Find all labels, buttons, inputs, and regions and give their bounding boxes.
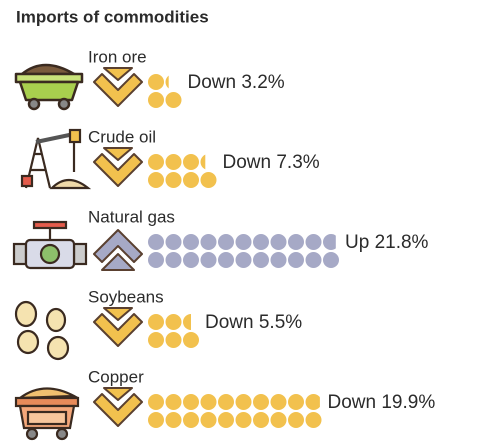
dot: [306, 412, 322, 428]
dot: [323, 252, 339, 268]
value-label: Down 3.2%: [188, 72, 285, 93]
arrow-part: [104, 308, 132, 320]
icon-natural-gas: [14, 222, 86, 268]
icon-crude-oil: [22, 130, 88, 188]
dot: [271, 252, 287, 268]
chart: Imports of commodities Iron ore Down 3.2%…: [0, 0, 479, 444]
dot: [148, 412, 164, 428]
dot: [253, 234, 269, 250]
dot: [183, 394, 199, 410]
down-arrow: [94, 148, 142, 186]
dot-group: [148, 74, 182, 108]
dot: [253, 412, 269, 428]
dot: [183, 412, 199, 428]
dot: [166, 412, 182, 428]
dot: [166, 154, 182, 170]
value-label: Down 5.5%: [205, 312, 302, 333]
dot: [218, 412, 234, 428]
dot: [183, 172, 199, 188]
dot: [148, 172, 164, 188]
partial-dot: [183, 314, 199, 330]
dot: [166, 172, 182, 188]
dot: [166, 252, 182, 268]
chart-title: Imports of commodities: [16, 7, 209, 26]
dot: [148, 92, 164, 108]
dot: [236, 234, 252, 250]
dot: [201, 172, 217, 188]
icon-copper: [16, 388, 78, 439]
dot: [183, 252, 199, 268]
dot: [271, 234, 287, 250]
dot: [148, 314, 164, 330]
down-arrow: [94, 388, 142, 426]
dot: [201, 252, 217, 268]
category-label: Crude oil: [88, 127, 156, 146]
category-label: Soybeans: [88, 287, 164, 306]
dot: [166, 92, 182, 108]
partial-dot: [201, 154, 217, 170]
partial-dot: [306, 394, 322, 410]
dot: [148, 74, 164, 90]
partial-dot: [166, 74, 182, 90]
page: {"chart_data": {"type": "pictograph", "t…: [0, 0, 479, 444]
category-label: Natural gas: [88, 207, 175, 226]
down-arrow: [94, 68, 142, 106]
icon-iron-ore: [16, 65, 82, 109]
dot: [148, 154, 164, 170]
dot: [148, 234, 164, 250]
down-arrow: [94, 308, 142, 346]
dot: [288, 394, 304, 410]
dot: [201, 234, 217, 250]
dot: [253, 394, 269, 410]
dot: [271, 394, 287, 410]
dot: [166, 394, 182, 410]
dot: [183, 332, 199, 348]
arrow-part: [104, 148, 132, 160]
category-label: Iron ore: [88, 47, 147, 66]
dot: [288, 412, 304, 428]
dot: [306, 234, 322, 250]
partial-dot: [323, 234, 339, 250]
value-label: Up 21.8%: [345, 232, 429, 253]
dot-group: [148, 154, 217, 188]
dot: [183, 234, 199, 250]
dot: [218, 394, 234, 410]
dot: [148, 332, 164, 348]
dot: [288, 252, 304, 268]
dot: [306, 252, 322, 268]
dot: [288, 234, 304, 250]
arrow-part: [104, 68, 132, 80]
dot: [236, 394, 252, 410]
value-label: Down 19.9%: [328, 392, 436, 413]
dot-group: [148, 394, 322, 428]
dot: [166, 234, 182, 250]
dot: [201, 394, 217, 410]
dot: [218, 252, 234, 268]
dot-group: [148, 234, 339, 268]
dot: [236, 252, 252, 268]
dot: [183, 154, 199, 170]
dot: [148, 252, 164, 268]
dot: [253, 252, 269, 268]
dot: [271, 412, 287, 428]
dot: [166, 314, 182, 330]
dot: [166, 332, 182, 348]
dot: [148, 394, 164, 410]
icon-soybeans: [16, 302, 68, 359]
dot: [218, 234, 234, 250]
dot: [236, 412, 252, 428]
arrow-part: [104, 388, 132, 400]
value-label: Down 7.3%: [223, 152, 320, 173]
category-label: Copper: [88, 367, 144, 386]
dot: [201, 412, 217, 428]
up-arrow: [94, 230, 142, 270]
dot-group: [148, 314, 199, 348]
